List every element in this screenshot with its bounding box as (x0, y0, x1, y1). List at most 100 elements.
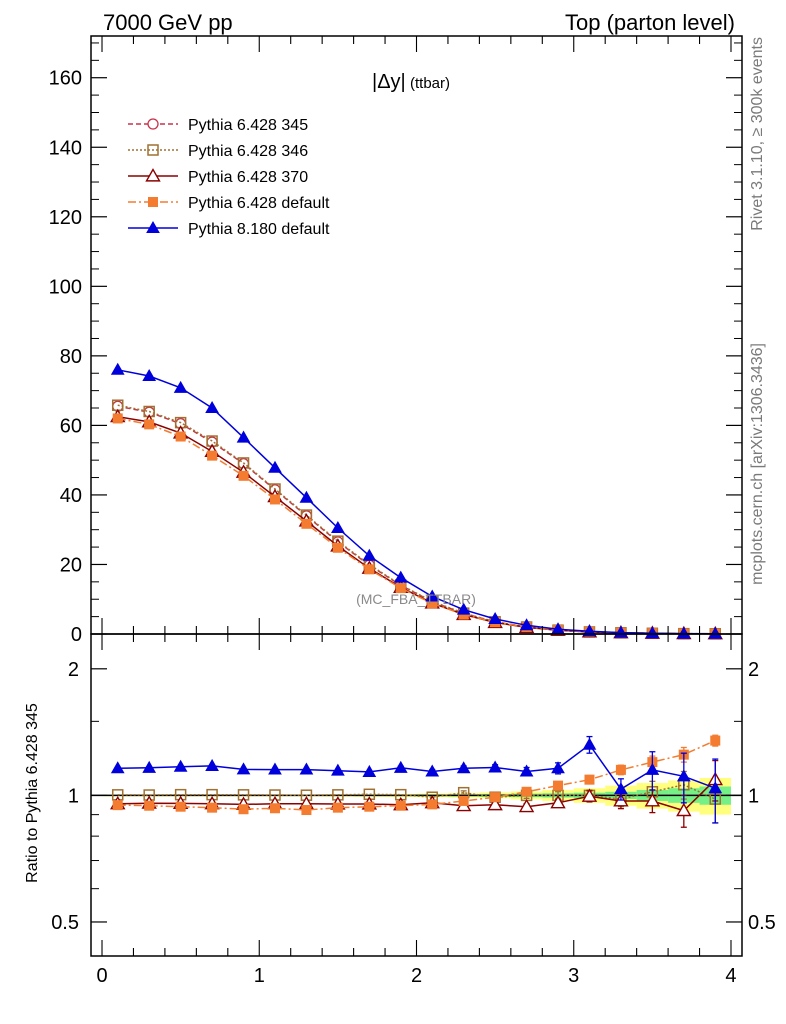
legend-label: Pythia 6.428 default (188, 195, 330, 212)
ratio-point (676, 769, 691, 782)
legend-label: Pythia 6.428 346 (188, 143, 308, 160)
ratio-point (301, 805, 312, 816)
legend-marker (145, 168, 161, 182)
legend-entry: Pythia 6.428 346 (128, 143, 308, 160)
main-ytick-label: 140 (49, 137, 82, 159)
ratio-point (331, 763, 345, 776)
legend-marker (147, 144, 159, 156)
legend-entry: Pythia 6.428 default (128, 195, 330, 212)
plot-title-main: |Δy| (372, 71, 406, 93)
data-point (332, 542, 343, 553)
ratio-point (676, 802, 692, 817)
legend-label: Pythia 8.180 default (188, 221, 330, 238)
data-point (393, 570, 408, 583)
ratio-point (581, 788, 598, 802)
series-pythia-8-180-default (110, 362, 723, 639)
data-point (645, 626, 660, 639)
ratio-point (710, 735, 721, 746)
ratio-point (110, 761, 125, 774)
data-point (395, 583, 406, 594)
ratio-point (644, 793, 661, 807)
data-point (268, 460, 282, 473)
ratio-series-pythia-8-180-default (110, 735, 723, 824)
ratio-ytick-label: 1 (68, 785, 79, 807)
ratio-point (238, 804, 249, 815)
data-point (519, 618, 534, 631)
ratio-point (393, 760, 408, 773)
data-point (144, 419, 155, 430)
analysis-annotation: (MC_FBA_TTBAR) (356, 591, 476, 607)
ratio-point (362, 764, 377, 777)
ratio-point (487, 796, 503, 811)
ratio-xtick-label: 4 (725, 965, 736, 987)
main-panel: 0 20 40 60 80 100 120 140 160 (MC_FBA_TTBAR) |Δy… (49, 35, 743, 646)
ratio-ytick-label-right: 0.5 (748, 912, 776, 934)
ratio-ytick-label: 0.5 (51, 912, 79, 934)
ratio-line (117, 779, 716, 812)
data-point (207, 450, 218, 461)
ratio-point (456, 761, 471, 774)
data-point (301, 518, 312, 529)
ratio-point (553, 780, 564, 791)
ratio-point (519, 764, 534, 777)
main-ytick-label: 0 (71, 624, 82, 646)
legend-entry: Pythia 6.428 370 (128, 168, 308, 186)
rivet-label: Rivet 3.1.10, ≥ 300k events (749, 37, 766, 231)
header-left: 7000 GeV pp (103, 10, 233, 35)
ratio-line (117, 743, 716, 791)
data-point (488, 612, 502, 625)
ratio-xtick-label: 3 (568, 965, 579, 987)
data-point (236, 430, 251, 443)
ratio-point (268, 762, 282, 775)
ratio-point (615, 764, 626, 775)
data-point (269, 494, 280, 505)
ratio-point (490, 792, 501, 803)
legend-label: Pythia 6.428 370 (188, 169, 308, 186)
ratio-point (708, 781, 723, 794)
data-point (173, 380, 188, 393)
ratio-point (205, 758, 219, 771)
main-ytick-label: 80 (60, 346, 82, 368)
ratio-ytick-label: 2 (68, 659, 79, 681)
legend-marker (147, 118, 159, 130)
ratio-point (645, 762, 660, 775)
ratio-point (207, 802, 218, 813)
ratio-point (550, 794, 566, 809)
ratio-point (144, 800, 155, 811)
header-right: Top (parton level) (565, 10, 735, 35)
ratio-ytick-label-right: 1 (748, 785, 759, 807)
legend-label: Pythia 6.428 345 (188, 117, 308, 134)
ratio-point (427, 799, 438, 810)
ratio-line (117, 739, 716, 811)
ratio-point (332, 802, 343, 813)
data-point (142, 369, 157, 382)
ratio-xtick-label: 2 (411, 965, 422, 987)
legend-marker (148, 197, 158, 207)
data-point (331, 520, 345, 533)
legend-entry: Pythia 8.180 default (128, 220, 330, 238)
main-ytick-label: 20 (60, 554, 82, 576)
ratio-point (521, 786, 532, 797)
plot-title-sub: (ttbar) (410, 75, 450, 92)
plot-title: |Δy| (ttbar) (372, 71, 450, 93)
ratio-point (299, 762, 314, 775)
ratio-point (175, 801, 186, 812)
data-point (299, 490, 314, 503)
data-point (676, 626, 691, 639)
main-ytick-label: 100 (49, 276, 82, 298)
ratio-point (425, 764, 440, 777)
ratio-xtick-label: 1 (254, 965, 265, 987)
main-ytick-label: 60 (60, 415, 82, 437)
data-point (582, 624, 597, 637)
ratio-panel: 0.5 0.5 1 1 2 2 0 1 2 3 4 Ratio to Pythia 6.428 34… (24, 633, 776, 987)
data-point (364, 564, 375, 575)
ratio-point (173, 759, 188, 772)
ratio-point (236, 762, 251, 775)
ratio-point (395, 800, 406, 811)
ratio-point (364, 801, 375, 812)
ratio-point (582, 737, 597, 750)
data-point (205, 401, 219, 414)
legend: Pythia 6.428 345 Pythia 6.428 346 Pythia 6… (128, 117, 330, 238)
ratio-point (584, 774, 595, 785)
